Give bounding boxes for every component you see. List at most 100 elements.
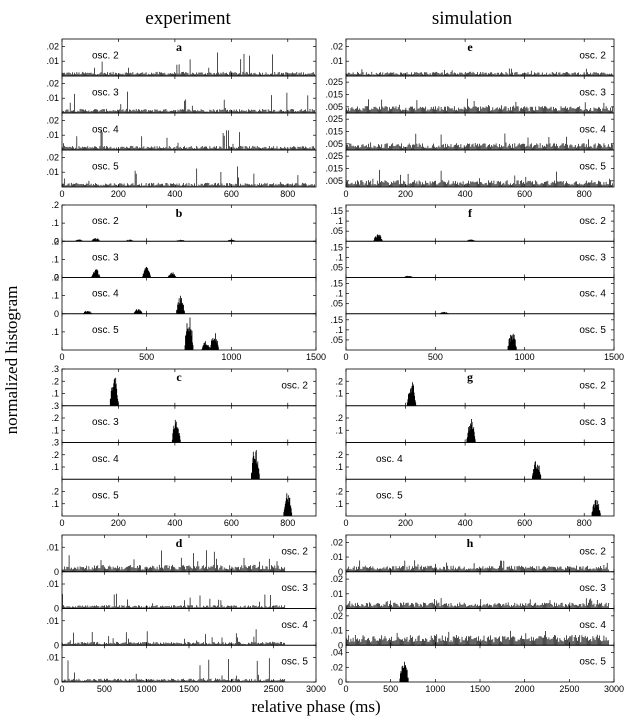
- subplot-frame: [61, 644, 317, 683]
- subplot-frame: [345, 534, 615, 573]
- y-tick-label: .1: [51, 462, 59, 472]
- x-tick-label: 1500: [306, 352, 326, 362]
- bars: [591, 499, 601, 516]
- x-tick-label: 800: [577, 189, 592, 199]
- oscillator-label: osc. 5: [376, 491, 403, 502]
- histogram-cluster-1: [251, 450, 260, 480]
- subplot-h-2: 0 .01 .02 osc. 2 h: [330, 534, 615, 577]
- bars: [406, 382, 417, 406]
- y-tick-label: .2: [335, 376, 343, 386]
- histogram-cluster-1: [532, 461, 542, 480]
- oscillator-label: osc. 3: [281, 583, 308, 594]
- x-tick-label: 500: [139, 352, 154, 362]
- y-tick-label: .1: [51, 254, 59, 264]
- subplot-b-4: 0 .1 .2 osc. 4: [51, 273, 317, 319]
- oscillator-label: osc. 4: [579, 289, 606, 300]
- x-tick-label: 3000: [306, 684, 326, 694]
- x-tick-label: 0: [343, 352, 348, 362]
- y-tick-label: .1: [51, 499, 59, 509]
- bars: [346, 598, 609, 609]
- histogram-cluster-1: [283, 493, 293, 516]
- histogram-cluster-2: [133, 309, 143, 314]
- subplot-g-4: .1 .2 osc. 4: [335, 442, 615, 480]
- x-tick-label: 2500: [264, 684, 284, 694]
- y-tick-label: 0: [338, 677, 343, 687]
- subplot-frame: [345, 240, 615, 278]
- subplot-b-5: .1 osc. 5: [51, 313, 317, 351]
- subplot-frame: [61, 478, 317, 517]
- x-tick-label: 1000: [137, 684, 157, 694]
- y-tick-label: .1: [51, 218, 59, 228]
- oscillator-label: osc. 5: [579, 657, 606, 668]
- y-tick-label: .01: [46, 579, 59, 589]
- histogram-bars: [346, 68, 614, 76]
- histogram-cluster-3: [167, 272, 177, 278]
- y-tick-label: .1: [51, 291, 59, 301]
- panel-letter: b: [176, 206, 183, 220]
- x-tick-label: 0: [343, 518, 348, 528]
- y-tick-label: .025: [325, 77, 343, 87]
- histogram-bars: [62, 658, 286, 682]
- y-tick-label: .01: [46, 653, 59, 663]
- subplot-f-4: .05.1.15 osc. 4: [330, 277, 615, 315]
- y-tick-label: .1: [335, 216, 343, 226]
- y-tick-label: .05: [330, 262, 343, 272]
- subplot-d-4: 0 .01 osc. 4: [46, 608, 317, 650]
- histogram-cluster-1: [109, 377, 119, 406]
- subplot-d-3: 0 .01 osc. 3: [46, 571, 317, 614]
- y-tick-label: .1: [335, 252, 343, 262]
- histogram-bars: [346, 560, 609, 572]
- x-tick-label: 1000: [515, 352, 535, 362]
- histogram-cluster-1: [466, 419, 476, 443]
- bars: [346, 630, 609, 646]
- histogram-bars: [62, 593, 286, 609]
- x-tick-label: 400: [458, 518, 473, 528]
- oscillator-label: osc. 2: [92, 216, 119, 227]
- y-tick-label: 0: [54, 604, 59, 614]
- subplot-frame: [345, 644, 615, 683]
- column-title-simulation: simulation: [432, 8, 513, 29]
- bars: [507, 333, 517, 350]
- x-tick-label: 2000: [515, 684, 535, 694]
- x-tick-label: 2000: [221, 684, 241, 694]
- bars: [373, 234, 476, 242]
- y-tick-label: 0: [54, 677, 59, 687]
- subplot-e-5: .005 .015 .025 osc. 5: [325, 149, 615, 188]
- subplot-a-5: .01 .02 osc. 5: [46, 149, 317, 188]
- y-tick-label: .04: [330, 648, 343, 658]
- y-tick-label: .02: [46, 152, 59, 162]
- y-tick-label: .1: [335, 389, 343, 399]
- histogram-bars: [62, 91, 315, 113]
- y-tick-label: .2: [51, 487, 59, 497]
- y-tick-label: .2: [51, 273, 59, 283]
- histogram-bars: [62, 130, 315, 150]
- histogram-cluster-1: [591, 499, 601, 516]
- histogram-bars: [346, 630, 609, 646]
- subplot-h-3: 0 .01 .02 osc. 3: [330, 571, 615, 614]
- panel-c: .1 .2 .3 osc. 2 c .1 .2 .3 osc. 3 .1 .2 .3 osc. 4 .1.…: [51, 364, 317, 528]
- bars: [346, 560, 609, 572]
- bars: [399, 661, 409, 682]
- subplot-a-2: .01 .02 osc. 2 a: [46, 38, 317, 77]
- panel-e: .01 .02 osc. 2 e .005 .015 .025 osc. 3 .005 .015.…: [325, 38, 615, 199]
- panel-letter: d: [176, 536, 183, 550]
- histogram-cluster-1: [507, 333, 517, 350]
- x-tick-label: 1500: [604, 352, 624, 362]
- x-tick-label: 600: [517, 189, 532, 199]
- y-tick-label: .15: [330, 242, 343, 252]
- y-tick-label: .1: [335, 499, 343, 509]
- histogram-bars: [62, 52, 315, 76]
- subplot-h-4: 0 .01 .02 osc. 4: [330, 608, 615, 650]
- bars: [74, 238, 236, 242]
- histogram-cluster-1: [91, 269, 101, 278]
- histogram-cluster-1: [399, 661, 409, 682]
- y-tick-label: .3: [51, 438, 59, 448]
- y-tick-label: .01: [46, 542, 59, 552]
- x-tick-label: 800: [577, 518, 592, 528]
- bars: [62, 91, 315, 113]
- oscillator-label: osc. 3: [579, 252, 606, 263]
- bars: [346, 133, 614, 150]
- y-tick-label: .1: [51, 327, 59, 337]
- panel-d: 0 .01 osc. 2 d 0 .01 osc. 3 0 .01 osc. 4 0 .01 osc. …: [46, 534, 326, 694]
